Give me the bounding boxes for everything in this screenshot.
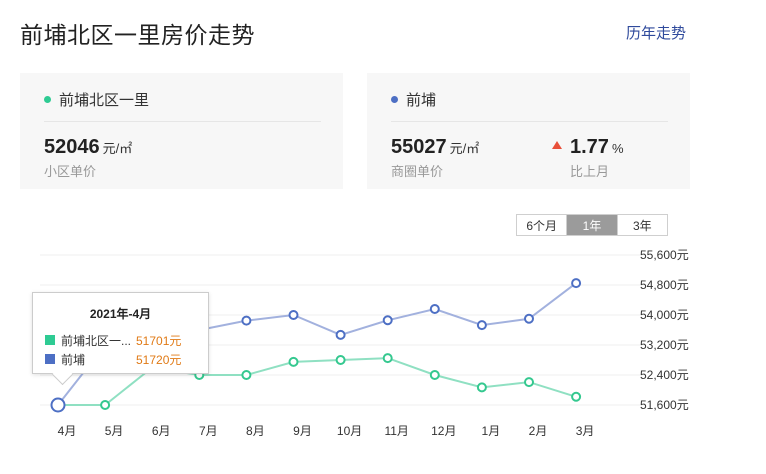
x-tick-label: 4月 xyxy=(58,424,77,438)
tooltip-series-value: 51701元 xyxy=(136,333,182,348)
tooltip-row-district: 前埔 51720元 xyxy=(45,351,198,367)
data-point[interactable] xyxy=(476,382,487,393)
data-point[interactable] xyxy=(100,400,111,410)
data-point[interactable] xyxy=(571,278,582,289)
district-price: 55027 元/㎡ xyxy=(391,136,479,159)
district-legend-square-icon xyxy=(45,354,55,364)
district-price-card: 前埔 55027 元/㎡ 商圈单价 1.77% 比上月 xyxy=(367,73,690,189)
data-point[interactable] xyxy=(524,313,534,324)
month-change-value: 1.77 xyxy=(570,136,609,158)
x-tick-label: 7月 xyxy=(199,424,218,438)
district-price-label: 商圈单价 xyxy=(391,164,444,179)
community-price-card: 前埔北区一里 52046 元/㎡ 小区单价 xyxy=(20,73,343,189)
x-tick-label: 2月 xyxy=(529,424,548,438)
month-change: 1.77% xyxy=(552,136,624,159)
x-tick-label: 12月 xyxy=(431,424,456,438)
data-point[interactable] xyxy=(571,391,582,402)
data-point[interactable] xyxy=(382,315,393,326)
month-change-unit: % xyxy=(611,141,624,156)
data-point[interactable] xyxy=(241,370,252,380)
community-price-label: 小区单价 xyxy=(44,164,97,179)
history-trend-link[interactable]: 历年走势 xyxy=(626,25,687,42)
x-tick-label: 6月 xyxy=(152,424,171,438)
card-divider xyxy=(391,121,668,122)
community-legend-square-icon xyxy=(45,335,55,345)
x-tick-label: 10月 xyxy=(337,424,362,438)
x-tick-label: 3月 xyxy=(576,424,595,438)
month-change-label: 比上月 xyxy=(570,164,610,179)
data-point[interactable] xyxy=(288,356,299,367)
y-tick-label: 52,400元 xyxy=(640,368,689,382)
community-price-value: 52046 xyxy=(44,136,100,158)
tab-1-year[interactable]: 1年 xyxy=(567,215,618,235)
community-name: 前埔北区一里 xyxy=(59,92,150,109)
district-dot-icon xyxy=(391,96,398,103)
y-tick-label: 54,800元 xyxy=(640,278,689,292)
tooltip-series-value: 51720元 xyxy=(136,352,182,367)
time-range-tabs: 6个月 1年 3年 xyxy=(516,214,668,236)
data-point[interactable] xyxy=(288,310,299,320)
data-point[interactable] xyxy=(429,304,440,314)
x-tick-label: 5月 xyxy=(105,424,124,438)
tooltip-series-name: 前埔北区一... xyxy=(61,333,132,348)
y-tick-label: 51,600元 xyxy=(640,398,689,412)
data-point[interactable] xyxy=(241,315,252,326)
tooltip-title: 2021年-4月 xyxy=(89,307,152,321)
x-tick-label: 8月 xyxy=(246,424,265,438)
data-point[interactable] xyxy=(476,320,487,331)
chart-tooltip: 2021年-4月 前埔北区一... 51701元 前埔 51720元 xyxy=(32,292,209,374)
y-tick-label: 54,000元 xyxy=(640,308,689,322)
x-tick-label: 1月 xyxy=(482,424,501,438)
district-name: 前埔 xyxy=(406,92,437,109)
community-price: 52046 元/㎡ xyxy=(44,136,132,159)
card-divider xyxy=(44,121,321,122)
x-tick-label: 9月 xyxy=(293,424,312,438)
data-point[interactable] xyxy=(50,397,66,413)
data-point[interactable] xyxy=(429,370,440,380)
data-point[interactable] xyxy=(524,377,534,388)
tab-6-months[interactable]: 6个月 xyxy=(517,215,568,235)
community-price-unit: 元/㎡ xyxy=(102,141,133,156)
tab-3-years[interactable]: 3年 xyxy=(617,215,667,235)
data-point[interactable] xyxy=(335,329,346,340)
data-point[interactable] xyxy=(335,355,346,365)
district-price-unit: 元/㎡ xyxy=(449,141,480,156)
community-dot-icon xyxy=(44,96,51,103)
y-tick-label: 53,200元 xyxy=(640,338,689,352)
tooltip-series-name: 前埔 xyxy=(61,352,86,367)
district-price-value: 55027 xyxy=(391,136,447,158)
district-card-header: 前埔 xyxy=(391,89,436,110)
community-card-header: 前埔北区一里 xyxy=(44,89,149,110)
tooltip-row-community: 前埔北区一... 51701元 xyxy=(45,332,198,348)
data-point[interactable] xyxy=(382,353,393,364)
up-arrow-icon xyxy=(552,141,562,149)
x-tick-label: 11月 xyxy=(384,424,408,438)
page-title: 前埔北区一里房价走势 xyxy=(20,22,255,48)
y-tick-label: 55,600元 xyxy=(640,248,689,262)
